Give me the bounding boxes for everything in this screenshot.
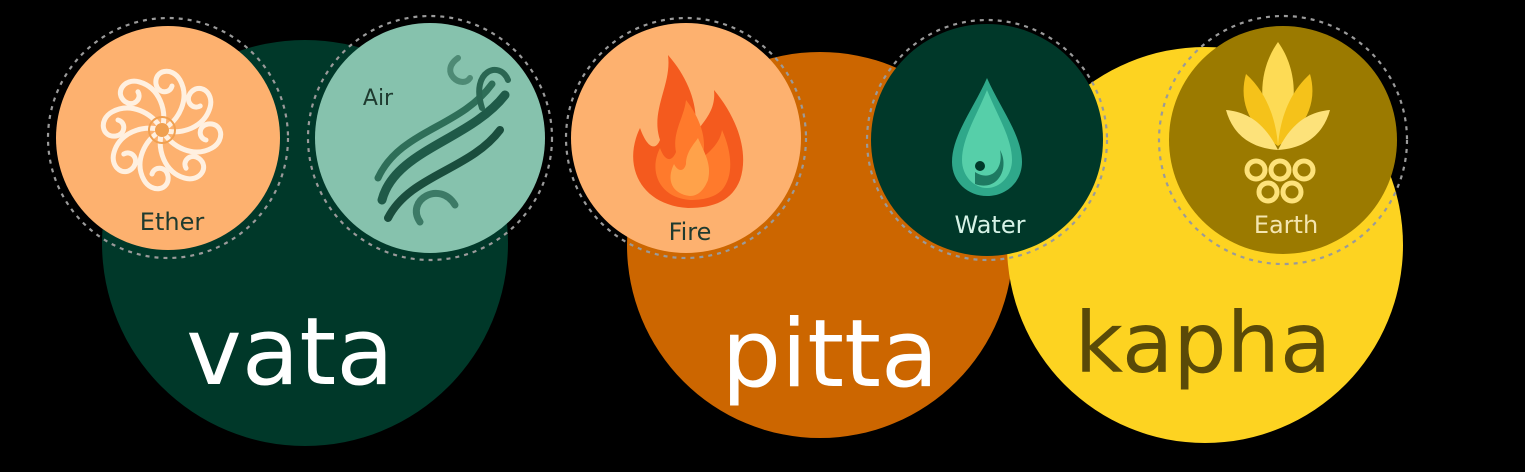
dosha-label-pitta: pitta [721, 300, 938, 409]
earth-ring [1157, 14, 1409, 266]
dosha-label-kapha: kapha [1075, 294, 1332, 392]
ether-ring [46, 16, 290, 260]
element-circle-air [315, 23, 545, 253]
leaf-seeds-icon [1226, 42, 1330, 204]
fire-ring [564, 16, 808, 260]
water-ring [865, 18, 1109, 262]
element-label-fire: Fire [669, 218, 712, 246]
flame-icon [633, 55, 744, 208]
element-label-air: Air [363, 86, 394, 111]
spiral-flower-icon [103, 68, 220, 188]
element-label-earth: Earth [1254, 211, 1318, 239]
element-label-water: Water [955, 211, 1026, 239]
water-drop-icon [952, 78, 1022, 196]
dosha-label-vata: vata [186, 298, 394, 407]
element-label-ether: Ether [140, 208, 205, 236]
air-ring [306, 14, 554, 262]
wind-swirl-icon [374, 55, 511, 226]
